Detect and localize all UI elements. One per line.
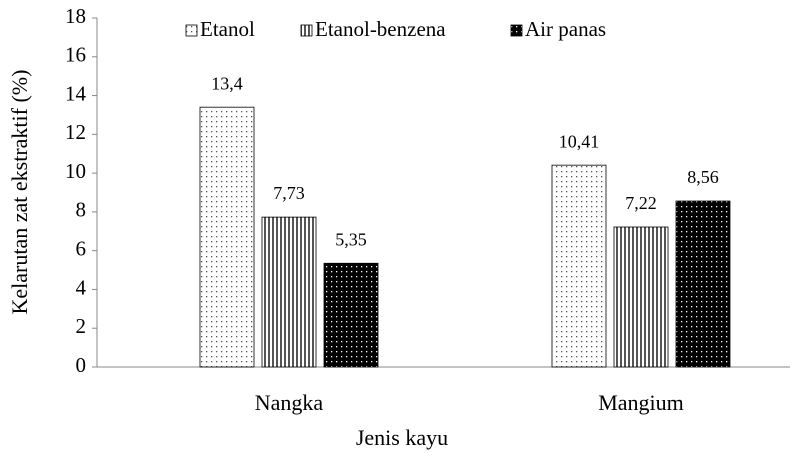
legend-swatch — [185, 24, 198, 37]
value-label: 7,73 — [273, 183, 305, 203]
value-label: 5,35 — [335, 229, 367, 249]
legend-swatch — [300, 24, 313, 37]
y-tick-label: 18 — [65, 4, 86, 28]
y-tick-label: 0 — [76, 353, 87, 377]
value-label: 7,22 — [625, 193, 657, 213]
x-tick-label: Mangium — [598, 390, 684, 415]
y-tick-label: 8 — [76, 198, 87, 222]
bar — [261, 216, 317, 368]
y-tick-label: 16 — [65, 43, 86, 67]
x-axis-title: Jenis kayu — [356, 425, 448, 450]
y-tick-label: 2 — [76, 314, 87, 338]
bar — [323, 262, 379, 368]
y-tick-label: 12 — [65, 120, 86, 144]
value-label: 8,56 — [687, 167, 719, 187]
legend-label: Etanol — [200, 17, 255, 41]
legend-label: Etanol-benzena — [315, 17, 446, 41]
y-tick-label: 6 — [76, 236, 87, 260]
legend-swatch — [510, 24, 523, 37]
y-tick-label: 14 — [65, 81, 87, 105]
y-tick-label: 4 — [76, 275, 87, 299]
legend-label: Air panas — [525, 17, 606, 41]
bar — [675, 200, 731, 368]
bar — [613, 226, 669, 368]
y-tick-label: 10 — [65, 159, 86, 183]
value-label: 13,4 — [211, 73, 243, 93]
bar — [199, 106, 255, 368]
bar — [551, 164, 607, 368]
y-axis-title: Kelarutan zat ekstraktif (%) — [7, 70, 32, 315]
x-tick-label: Nangka — [255, 390, 324, 415]
value-label: 10,41 — [559, 131, 600, 151]
